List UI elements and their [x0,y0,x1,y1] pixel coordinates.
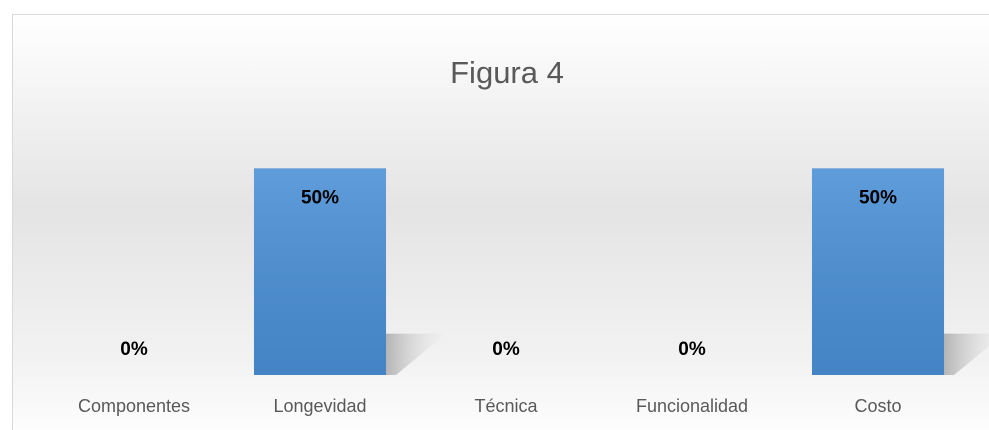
x-tick-label: Técnica [474,396,538,416]
data-label: 0% [678,339,706,360]
x-tick-label: Costo [854,396,901,416]
data-label: 0% [492,339,520,360]
data-label: 0% [120,339,148,360]
bar-shadow [944,333,989,375]
bar-shadow [386,333,447,375]
data-label: 50% [859,187,897,208]
x-tick-label: Funcionalidad [636,396,748,416]
bar-shade [253,168,387,375]
x-tick-label: Longevidad [273,396,366,416]
x-tick-label: Componentes [78,396,190,416]
bar-shade [811,168,945,375]
chart-title: Figura 4 [450,55,564,90]
data-label: 50% [301,187,339,208]
